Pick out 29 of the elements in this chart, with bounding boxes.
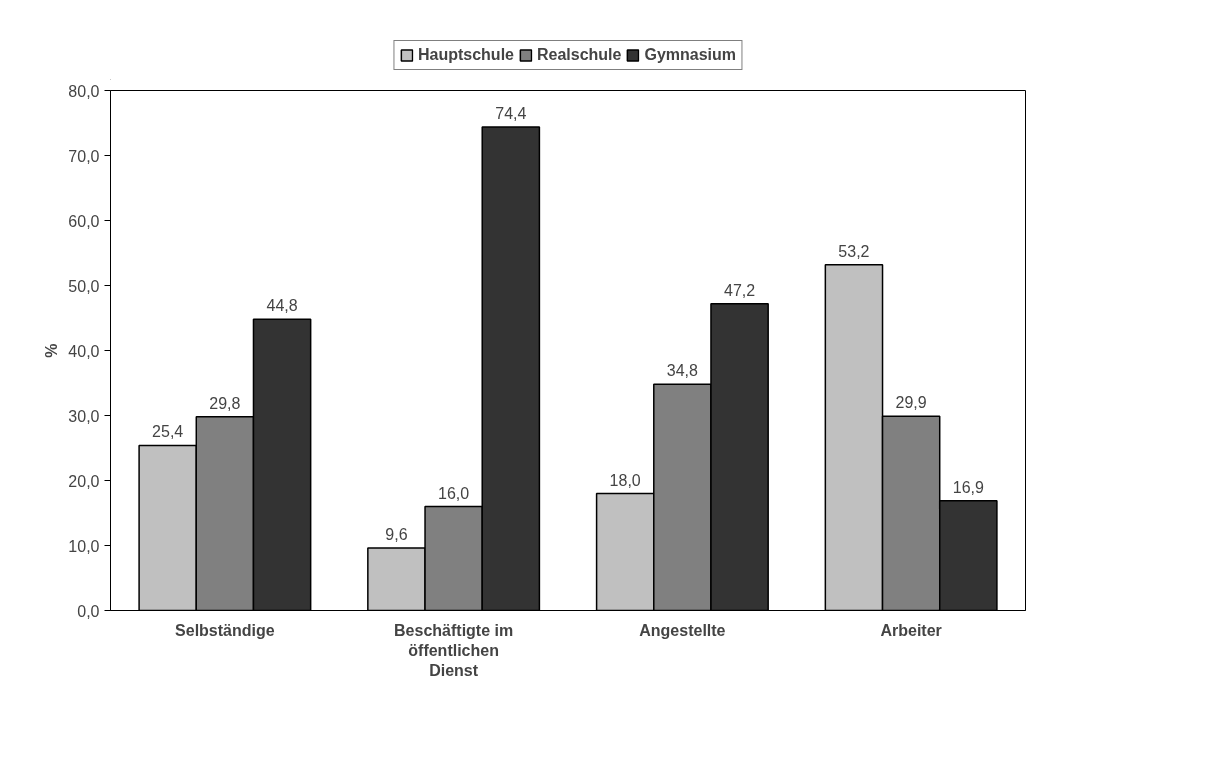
text: 29,9	[895, 394, 927, 412]
y-tick-label: 80,0	[68, 82, 100, 100]
text: 25,4	[152, 423, 184, 441]
y-tick-label: 60,0	[68, 212, 100, 230]
text: 18,0	[609, 471, 641, 489]
x-tick-label: Selbständige	[175, 621, 275, 639]
y-tick-label: 20,0	[68, 472, 100, 490]
y-tick-label: 10,0	[68, 537, 100, 555]
legend-label: Realschule	[536, 46, 622, 64]
legend-label: Hauptschule	[417, 46, 514, 64]
y-tick-label: 0,0	[77, 602, 100, 620]
legend-label: Gymnasium	[644, 46, 737, 64]
text: 44,8	[266, 297, 298, 315]
x-tick-label: Beschäftigte im öffentlichen Dienst	[394, 621, 514, 680]
text: 53,2	[838, 242, 870, 260]
text: 34,8	[666, 362, 698, 380]
text: 74,4	[495, 104, 527, 122]
y-tick-label: 40,0	[68, 342, 100, 360]
text: 16,0	[438, 484, 470, 502]
y-tick-label: 50,0	[68, 277, 100, 295]
y-tick-label: 70,0	[68, 147, 100, 165]
text: 16,9	[952, 478, 984, 496]
x-tick-label: Arbeiter	[880, 621, 942, 639]
x-tick-label: Angestellte	[639, 621, 726, 639]
text: 47,2	[723, 281, 756, 299]
text: 29,8	[209, 394, 241, 412]
y-axis-title: %	[43, 343, 61, 358]
y-tick-label: 30,0	[68, 407, 100, 425]
text: 9,6	[385, 526, 408, 544]
